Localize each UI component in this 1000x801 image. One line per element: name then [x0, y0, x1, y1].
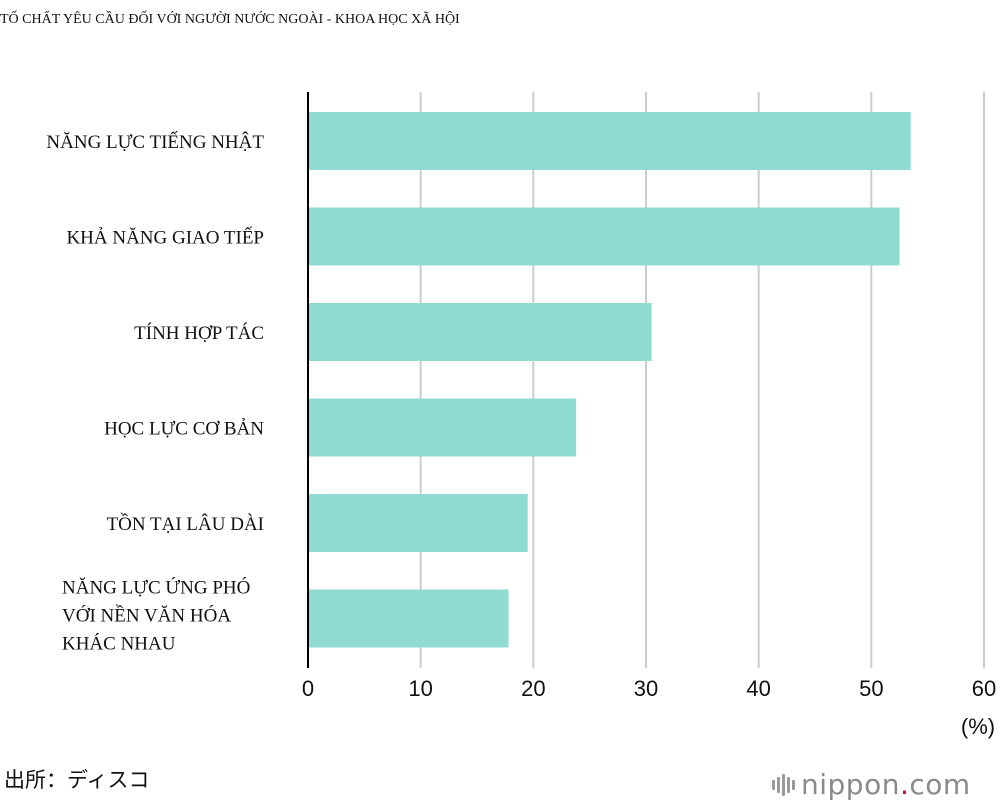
source-note: 出所：ディスコ — [4, 768, 150, 792]
bar — [308, 494, 528, 552]
nippon-logo: nippon.com — [772, 768, 971, 801]
bar — [308, 589, 509, 648]
category-label-line: NĂNG LỰC ỨNG PHÓ — [62, 577, 250, 599]
x-tick-label: 40 — [746, 676, 770, 701]
bar — [308, 112, 911, 170]
x-unit-label: (%) — [961, 714, 995, 739]
category-label-line: KHÁC NHAU — [62, 633, 176, 655]
x-tick-label: 30 — [634, 676, 658, 701]
x-tick-label: 0 — [302, 676, 314, 701]
category-label: KHẢ NĂNG GIAO TIẾP — [66, 227, 264, 249]
x-tick-label: 10 — [408, 676, 432, 701]
logo-name: nippon — [801, 768, 900, 801]
chart-title: TỐ CHẤT YÊU CẦU ĐỐI VỚI NGƯỜI NƯỚC NGOÀI… — [0, 12, 460, 27]
category-label: TỒN TẠI LÂU DÀI — [107, 513, 264, 535]
category-label: NĂNG LỰC TIẾNG NHẬT — [46, 131, 264, 153]
logo-dot: . — [899, 768, 910, 801]
category-label-line: VỚI NỀN VĂN HÓA — [62, 605, 231, 627]
logo-bars-icon — [772, 773, 795, 796]
logo-domain: com — [909, 768, 971, 801]
bar — [308, 303, 652, 361]
category-label: HỌC LỰC CƠ BẢN — [104, 419, 264, 440]
category-label: NĂNG LỰC ỨNG PHÓ VỚI NỀN VĂN HÓA KHÁC NHAU — [62, 577, 250, 655]
x-tick-label: 20 — [521, 676, 545, 701]
bar — [308, 207, 900, 266]
category-label: TÍNH HỢP TÁC — [134, 322, 264, 344]
bar — [308, 398, 577, 457]
x-tick-label: 60 — [972, 676, 996, 701]
x-tick-label: 50 — [859, 676, 883, 701]
